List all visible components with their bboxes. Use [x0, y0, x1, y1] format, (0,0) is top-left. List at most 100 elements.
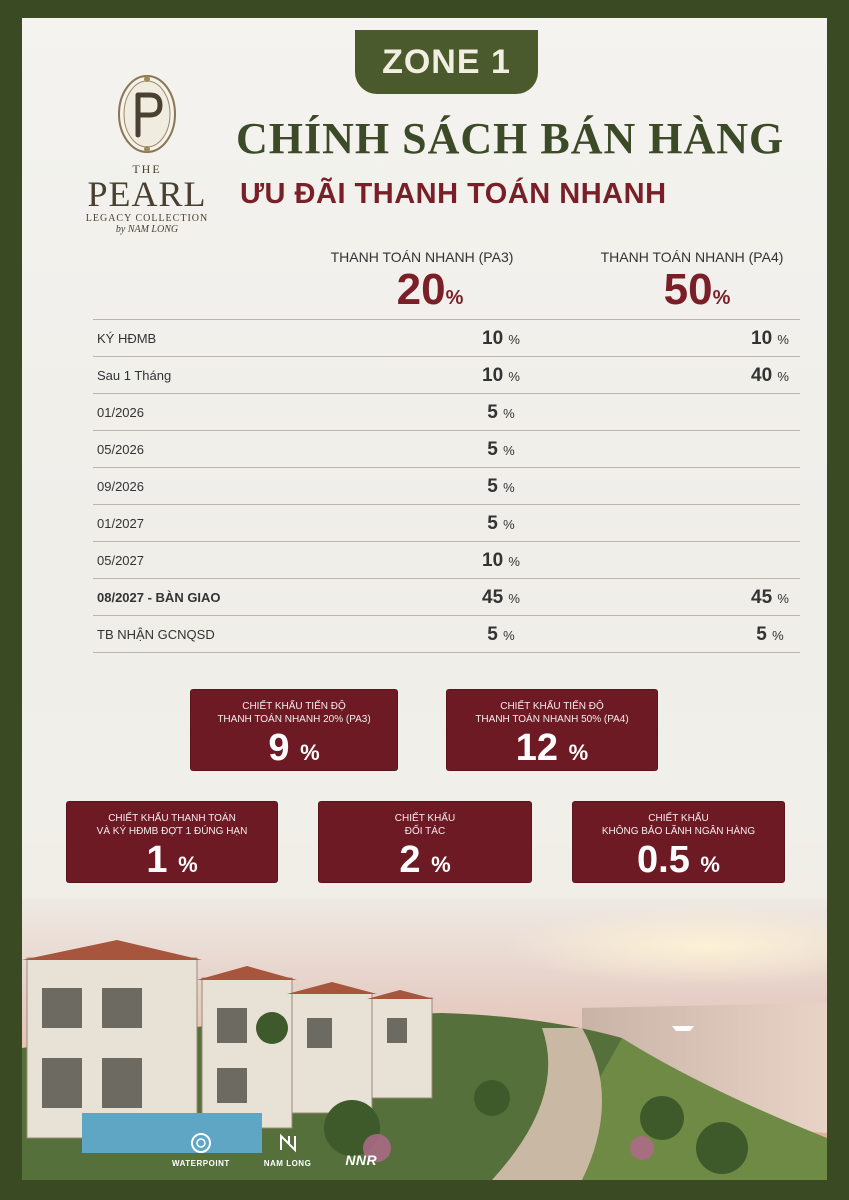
caption-line: ĐỐI TÁC	[404, 826, 446, 837]
percent-value: 10	[482, 365, 504, 386]
discount-number: 2	[399, 839, 421, 881]
brand-name: WATERPOINT	[172, 1159, 230, 1168]
percent-sign: %	[178, 852, 198, 877]
brand-name: NNR	[345, 1152, 378, 1168]
percent-sign: %	[431, 852, 451, 877]
pa4-percent-cell: 10 %	[710, 328, 827, 350]
row-label: 01/2026	[97, 405, 144, 420]
brand-logos: WATERPOINT NAM LONG NNR	[172, 1132, 377, 1168]
row-label: Sau 1 Tháng	[97, 368, 172, 383]
percent-value: 45	[482, 587, 504, 608]
percent-sign: %	[568, 740, 589, 765]
page-subtitle: ƯU ĐÃI THANH TOÁN NHANH	[240, 178, 667, 210]
villa-riverside-illustration: WATERPOINT NAM LONG NNR	[22, 898, 827, 1180]
row-label: KÝ HĐMB	[97, 331, 157, 346]
percent-value: 5	[487, 439, 498, 460]
caption-line: CHIẾT KHẤU TIẾN ĐỘ	[500, 701, 604, 712]
pa3-total-percent: 20%	[350, 265, 510, 315]
discount-value: 1 %	[67, 840, 277, 885]
pa3-percent-cell: 10 %	[441, 328, 561, 350]
column-header-pa4: THANH TOÁN NHANH (PA4)	[600, 249, 784, 265]
caption-line: VÀ KÝ HĐMB ĐỢT 1 ĐÚNG HẠN	[96, 826, 248, 837]
percent-value: 45	[751, 587, 773, 608]
brand-nam-long: NAM LONG	[264, 1132, 312, 1168]
column-header-pa3: THANH TOÁN NHANH (PA3)	[330, 249, 514, 265]
row-label: 05/2026	[97, 442, 144, 457]
discount-box-partner: CHIẾT KHẤU ĐỐI TÁC 2 %	[319, 802, 531, 882]
percent-sign: %	[503, 628, 515, 643]
percent-value: 5	[756, 624, 767, 645]
table-row: 09/2026 5 %	[93, 467, 800, 504]
pa3-percent-cell: 5 %	[441, 439, 561, 461]
waterpoint-logo-icon	[190, 1133, 211, 1153]
pearl-medallion-icon	[118, 75, 176, 153]
row-label: 09/2026	[97, 479, 144, 494]
percent-value: 10	[751, 328, 773, 349]
caption-line: CHIẾT KHẤU THANH TOÁN	[108, 813, 236, 824]
caption-line: CHIẾT KHẤU	[648, 813, 709, 824]
percent-value: 10	[482, 550, 504, 571]
pa4-total-percent: 50%	[617, 265, 777, 315]
discount-caption: CHIẾT KHẤU KHÔNG BẢO LÃNH NGÂN HÀNG	[573, 812, 784, 838]
discount-number: 0.5	[637, 839, 690, 881]
percent-sign: %	[772, 628, 784, 643]
percent-sign: %	[503, 480, 515, 495]
percent-sign: %	[777, 332, 789, 347]
table-row: KÝ HĐMB 10 % 10 %	[93, 319, 800, 356]
pa3-percent-cell: 5 %	[441, 476, 561, 498]
table-row: 01/2026 5 %	[93, 393, 800, 430]
caption-line: THANH TOÁN NHANH 50% (PA4)	[475, 714, 629, 725]
percent-sign: %	[503, 517, 515, 532]
percent-sign: %	[508, 591, 520, 606]
percent-sign: %	[503, 443, 515, 458]
sales-policy-card: ZONE 1 THE PEARL LEGACY COLLECTION by NA…	[22, 18, 827, 1180]
row-label: TB NHẬN GCNQSD	[97, 627, 215, 642]
percent-sign: %	[445, 287, 464, 309]
landscape-image	[22, 898, 827, 1180]
pa4-percent-cell: 5 %	[710, 624, 827, 646]
pa3-percent-cell: 5 %	[441, 624, 561, 646]
discount-value: 0.5 %	[573, 840, 784, 885]
percent-value: 5	[487, 513, 498, 534]
percent-sign: %	[777, 369, 789, 384]
payment-schedule-table: KÝ HĐMB 10 % 10 % Sau 1 Tháng 10 % 40 % 01/202…	[93, 319, 800, 653]
percent-sign: %	[503, 406, 515, 421]
percent-value: 10	[482, 328, 504, 349]
percent-sign: %	[712, 287, 731, 309]
pa3-percent-cell: 5 %	[441, 402, 561, 424]
row-label: 08/2027 - BÀN GIAO	[97, 590, 221, 605]
discount-box-on-time: CHIẾT KHẤU THANH TOÁN VÀ KÝ HĐMB ĐỢT 1 Đ…	[67, 802, 277, 882]
pa4-percent-cell: 40 %	[710, 365, 827, 387]
nam-long-logo-icon	[279, 1133, 296, 1153]
pa3-percent-cell: 45 %	[441, 587, 561, 609]
table-row: 01/2027 5 %	[93, 504, 800, 541]
caption-line: CHIẾT KHẤU	[394, 813, 456, 824]
percent-sign: %	[508, 332, 520, 347]
percent-sign: %	[508, 554, 520, 569]
percent-value: 5	[487, 624, 498, 645]
pa3-percent-cell: 10 %	[441, 365, 561, 387]
discount-value: 2 %	[319, 840, 531, 885]
discount-value: 12 %	[447, 728, 657, 773]
pa3-percent-cell: 5 %	[441, 513, 561, 535]
discount-box-pa3: CHIẾT KHẤU TIẾN ĐỘ THANH TOÁN NHANH 20% …	[191, 690, 397, 770]
logo-by: by NAM LONG	[115, 224, 179, 235]
pa4-total-value: 50	[663, 265, 713, 314]
discount-caption: CHIẾT KHẤU TIẾN ĐỘ THANH TOÁN NHANH 20% …	[191, 700, 397, 726]
pa4-percent-cell: 45 %	[710, 587, 827, 609]
caption-line: CHIẾT KHẤU TIẾN ĐỘ	[242, 701, 346, 712]
discount-box-pa4: CHIẾT KHẤU TIẾN ĐỘ THANH TOÁN NHANH 50% …	[447, 690, 657, 770]
row-label: 01/2027	[97, 516, 144, 531]
discount-value: 9 %	[191, 728, 397, 773]
discount-number: 12	[515, 727, 559, 769]
table-row: Sau 1 Tháng 10 % 40 %	[93, 356, 800, 393]
brand-waterpoint: WATERPOINT	[172, 1132, 230, 1168]
brand-name: NAM LONG	[263, 1159, 312, 1168]
percent-value: 40	[751, 365, 773, 386]
caption-line: KHÔNG BẢO LÃNH NGÂN HÀNG	[601, 826, 756, 837]
table-row: 05/2026 5 %	[93, 430, 800, 467]
pa3-percent-cell: 10 %	[441, 550, 561, 572]
discount-caption: CHIẾT KHẤU TIẾN ĐỘ THANH TOÁN NHANH 50% …	[447, 700, 657, 726]
logo-subtitle: LEGACY COLLECTION	[85, 213, 209, 224]
percent-sign: %	[508, 369, 520, 384]
